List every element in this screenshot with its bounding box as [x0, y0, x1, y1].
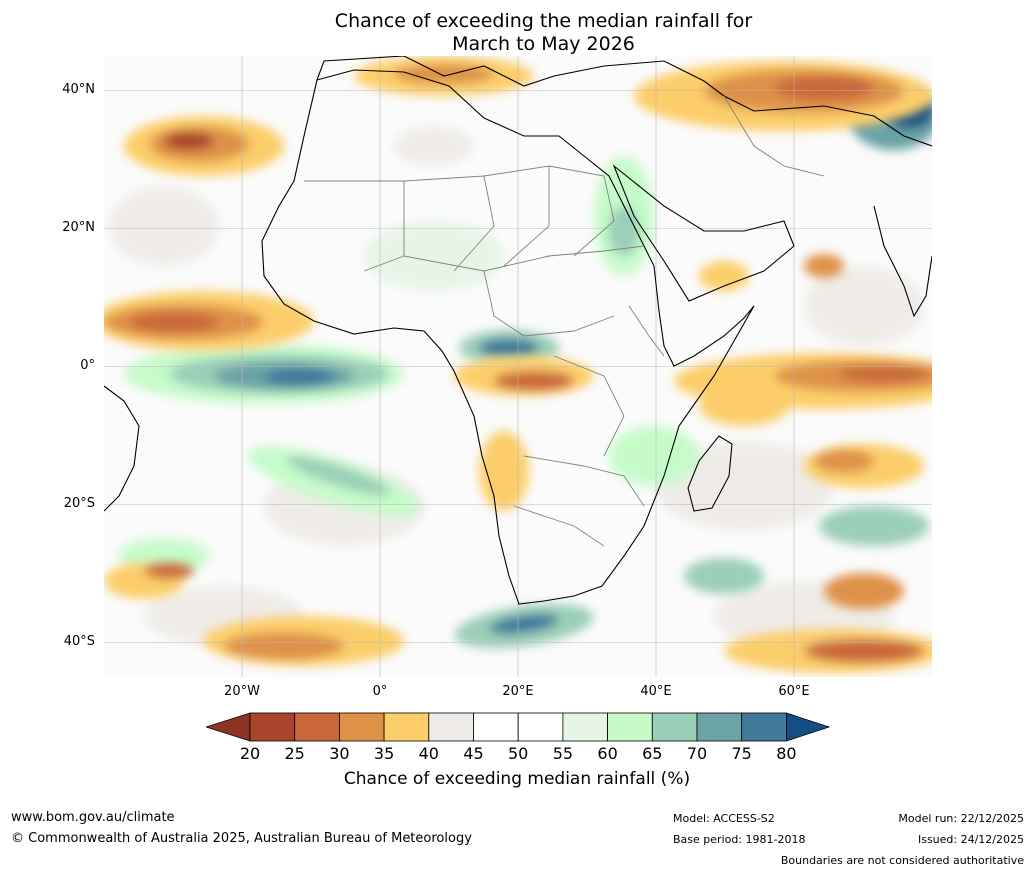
lat-label-20s: 20°S — [63, 496, 95, 511]
copyright-notice: © Commonwealth of Australia 2025, Austra… — [11, 831, 472, 846]
model-name: Model: ACCESS-S2 — [673, 812, 775, 825]
europe-coastline — [316, 56, 932, 147]
title-line-1: Chance of exceeding the median rainfall … — [334, 10, 753, 32]
colorbar-tick-25: 25 — [284, 744, 305, 763]
lon-label-40e: 40°E — [640, 684, 672, 699]
issued-date: Issued: 24/12/2025 — [917, 833, 1024, 846]
colorbar-bin-40-45 — [428, 712, 474, 742]
colorbar-bin-45-50 — [473, 712, 519, 742]
lat-label-0: 0° — [80, 358, 95, 373]
colorbar-label: Chance of exceeding median rainfall (%) — [343, 769, 691, 789]
lon-label-20w: 20°W — [224, 684, 260, 699]
colorbar-tick-50: 50 — [508, 744, 529, 763]
website-link[interactable]: www.bom.gov.au/climate — [11, 810, 175, 825]
colorbar-tick-45: 45 — [463, 744, 484, 763]
lat-label-20n: 20°N — [62, 220, 95, 235]
colorbar-tick-80: 80 — [776, 744, 797, 763]
lat-label-40s: 40°S — [63, 634, 95, 649]
south-america-coastline — [104, 385, 140, 512]
graticule — [104, 56, 932, 677]
lon-label-20e: 20°E — [502, 684, 534, 699]
colorbar-tick-20: 20 — [239, 744, 261, 763]
colorbar-bin-50-55 — [517, 712, 564, 742]
coastlines — [104, 56, 932, 605]
colorbar-bin-55-60 — [562, 712, 608, 742]
madagascar-coastline — [687, 435, 733, 512]
title-line-2: March to May 2026 — [452, 33, 635, 55]
india-coastline — [873, 205, 932, 318]
lat-label-40n: 40°N — [62, 82, 95, 97]
colorbar-bin-65-70 — [651, 712, 698, 742]
colorbar-bin-25-30 — [294, 712, 340, 742]
colorbar-bin-60-65 — [607, 712, 653, 742]
colorbar-under-arrow — [206, 712, 251, 742]
colorbar-tick-60: 60 — [597, 744, 618, 763]
lon-label-60e: 60°E — [778, 684, 810, 699]
colorbar-tick-30: 30 — [329, 744, 350, 763]
colorbar-bin-70-75 — [696, 712, 743, 742]
colorbar-tick-40: 40 — [418, 744, 439, 763]
boundary-disclaimer: Boundaries are not considered authoritat… — [780, 854, 1024, 867]
map-canvas — [104, 56, 932, 677]
base-period: Base period: 1981-2018 — [673, 833, 806, 846]
map-title: Chance of exceeding the median rainfall … — [0, 10, 1035, 56]
colorbar-over-arrow — [786, 712, 830, 742]
colorbar-bin-20-25 — [249, 712, 296, 742]
lon-label-0: 0° — [372, 684, 388, 699]
africa-coastline — [261, 69, 755, 605]
arabia-coastline — [612, 164, 795, 302]
colorbar-tick-55: 55 — [552, 744, 574, 763]
country-boundaries — [304, 95, 825, 547]
colorbar-bin-30-35 — [338, 712, 385, 742]
colorbar-tick-70: 70 — [686, 744, 708, 763]
colorbar-tick-75: 75 — [731, 744, 752, 763]
model-run-date: Model run: 22/12/2025 — [898, 812, 1024, 825]
colorbar-bin-75-80 — [741, 712, 787, 742]
colorbar-bin-35-40 — [383, 712, 430, 742]
colorbar-tick-65: 65 — [642, 744, 663, 763]
rainfall-probability-map — [104, 56, 932, 677]
colorbar — [206, 712, 830, 742]
colorbar-tick-35: 35 — [373, 744, 395, 763]
